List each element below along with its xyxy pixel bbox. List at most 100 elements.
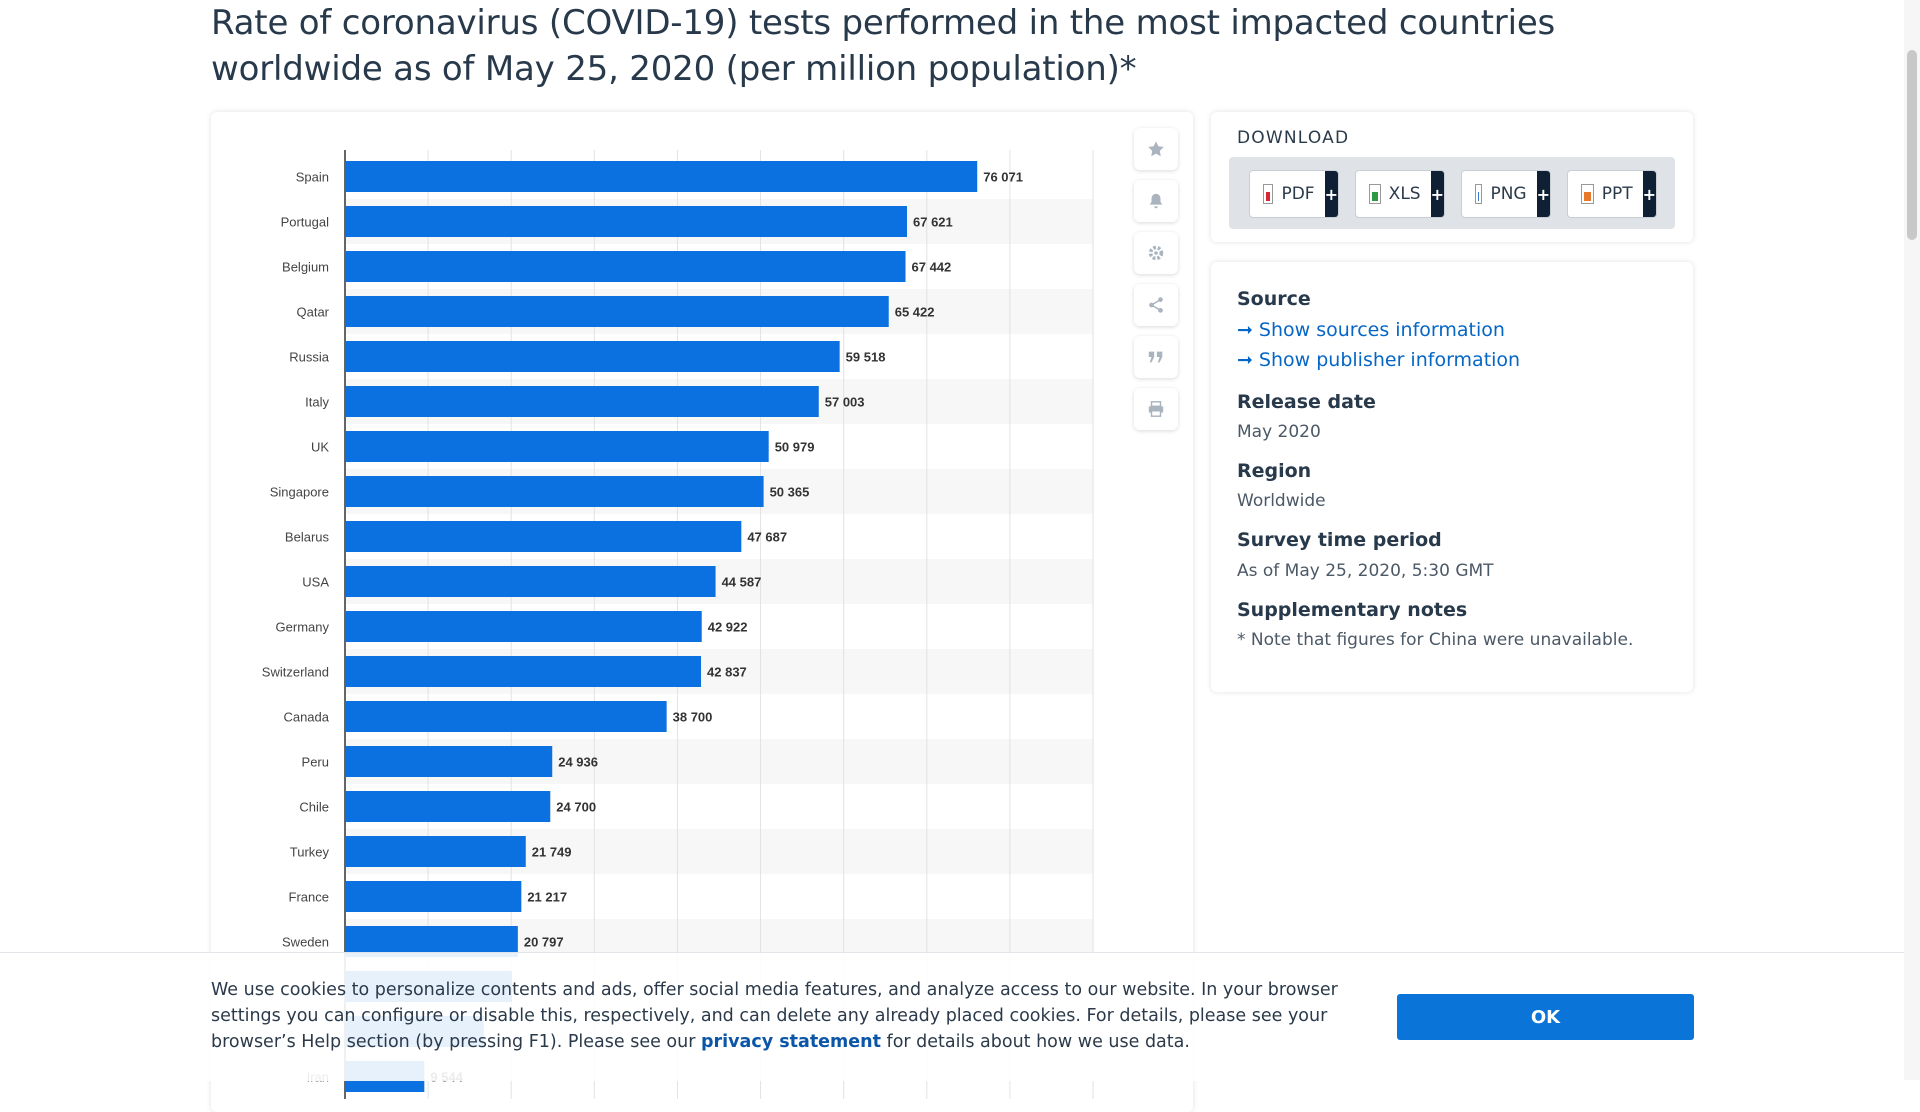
value-label: 65 422 xyxy=(895,305,935,320)
share-button[interactable] xyxy=(1134,284,1178,326)
value-label: 21 749 xyxy=(532,845,572,860)
category-label: France xyxy=(289,890,329,905)
download-ppt-label: PPT xyxy=(1601,184,1633,204)
bar[interactable] xyxy=(345,881,522,912)
value-label: 50 365 xyxy=(770,485,810,500)
download-options: PDF + XLS + PNG + PPT + xyxy=(1229,157,1675,229)
bar[interactable] xyxy=(345,251,906,282)
value-label: 57 003 xyxy=(825,395,865,410)
cite-button[interactable] xyxy=(1134,336,1178,378)
privacy-statement-link[interactable]: privacy statement xyxy=(700,1032,881,1052)
region-value: Worldwide xyxy=(1237,491,1326,511)
release-date-value: May 2020 xyxy=(1237,422,1321,442)
bar[interactable] xyxy=(345,206,908,237)
star-icon xyxy=(1148,141,1164,157)
chart-card: Spain 76 071 Portugal 67 621 Belgium 67 442 Qa… xyxy=(211,112,1193,1112)
category-label: Spain xyxy=(296,170,329,185)
plus-icon: + xyxy=(1642,171,1656,217)
scrollbar[interactable] xyxy=(1904,0,1920,1080)
download-ppt-button[interactable]: PPT + xyxy=(1567,170,1657,218)
notification-button[interactable] xyxy=(1134,180,1178,222)
category-label: Canada xyxy=(283,710,329,725)
cookie-ok-button[interactable]: OK xyxy=(1397,994,1694,1040)
category-label: Peru xyxy=(302,755,329,770)
category-label: Germany xyxy=(276,620,330,635)
ppt-file-icon xyxy=(1581,184,1594,204)
bar[interactable] xyxy=(345,521,742,552)
supplementary-notes-heading: Supplementary notes xyxy=(1237,599,1468,621)
page-title: Rate of coronavirus (COVID-19) tests per… xyxy=(211,3,1556,89)
bar[interactable] xyxy=(345,476,764,507)
cookie-text-before: We use cookies to personalize contents a… xyxy=(211,980,1338,1052)
download-png-label: PNG xyxy=(1490,184,1527,204)
value-label: 38 700 xyxy=(673,710,713,725)
category-label: Russia xyxy=(289,350,330,365)
png-file-icon xyxy=(1475,184,1483,204)
bar[interactable] xyxy=(345,296,889,327)
bar[interactable] xyxy=(345,791,551,822)
settings-button[interactable] xyxy=(1134,232,1178,274)
print-button[interactable] xyxy=(1134,388,1178,430)
bar[interactable] xyxy=(345,926,518,957)
category-label: UK xyxy=(311,440,329,455)
favorite-button[interactable] xyxy=(1134,128,1178,170)
download-title: DOWNLOAD xyxy=(1237,128,1350,148)
value-label: 42 922 xyxy=(708,620,748,635)
bar[interactable] xyxy=(345,161,978,192)
category-label: Sweden xyxy=(282,935,329,950)
bar[interactable] xyxy=(345,746,553,777)
bar[interactable] xyxy=(345,566,716,597)
plus-icon: + xyxy=(1324,171,1338,217)
category-label: Italy xyxy=(305,395,329,410)
pdf-file-icon xyxy=(1263,184,1274,204)
release-date-heading: Release date xyxy=(1237,391,1376,413)
bar[interactable] xyxy=(345,701,667,732)
region-heading: Region xyxy=(1237,460,1312,482)
show-sources-label: Show sources information xyxy=(1258,319,1505,341)
value-label: 50 979 xyxy=(775,440,815,455)
arrow-right-icon: ➞ xyxy=(1237,349,1253,371)
show-sources-link[interactable]: ➞ Show sources information xyxy=(1237,319,1505,341)
download-pdf-label: PDF xyxy=(1281,184,1315,204)
value-label: 44 587 xyxy=(722,575,762,590)
value-label: 20 797 xyxy=(524,935,564,950)
source-heading: Source xyxy=(1237,288,1311,310)
bar[interactable] xyxy=(345,656,702,687)
statistic-details-panel: Source ➞ Show sources information ➞ Show p… xyxy=(1211,262,1693,692)
category-label: Belarus xyxy=(285,530,330,545)
value-label: 42 837 xyxy=(707,665,747,680)
value-label: 59 518 xyxy=(846,350,886,365)
category-label: USA xyxy=(302,575,329,590)
download-panel: DOWNLOAD PDF + XLS + PNG + PPT + xyxy=(1211,112,1693,242)
download-pdf-button[interactable]: PDF + xyxy=(1249,170,1339,218)
bar-chart: Spain 76 071 Portugal 67 621 Belgium 67 442 Qa… xyxy=(262,150,1094,1099)
survey-period-heading: Survey time period xyxy=(1237,529,1442,551)
download-png-button[interactable]: PNG + xyxy=(1461,170,1551,218)
bar[interactable] xyxy=(345,431,769,462)
category-label: Turkey xyxy=(290,845,330,860)
bar[interactable] xyxy=(345,386,819,417)
scrollbar-thumb[interactable] xyxy=(1907,50,1917,240)
supplementary-notes-value: * Note that figures for China were unava… xyxy=(1237,630,1634,650)
value-label: 47 687 xyxy=(747,530,787,545)
category-label: Singapore xyxy=(270,485,329,500)
value-label: 67 621 xyxy=(913,215,953,230)
value-label: 24 700 xyxy=(556,800,596,815)
value-label: 67 442 xyxy=(912,260,952,275)
download-xls-button[interactable]: XLS + xyxy=(1355,170,1445,218)
chart-toolbar xyxy=(1134,128,1180,440)
survey-period-value: As of May 25, 2020, 5:30 GMT xyxy=(1237,561,1494,581)
cookie-text-after: for details about how we use data. xyxy=(880,1032,1190,1052)
bar[interactable] xyxy=(345,611,702,642)
quote-icon xyxy=(1148,351,1163,363)
category-label: Switzerland xyxy=(262,665,329,680)
xls-file-icon xyxy=(1369,184,1381,204)
value-label: 76 071 xyxy=(983,170,1023,185)
category-label: Chile xyxy=(299,800,329,815)
bar[interactable] xyxy=(345,341,840,372)
arrow-right-icon: ➞ xyxy=(1237,319,1253,341)
value-label: 24 936 xyxy=(558,755,598,770)
show-publisher-link[interactable]: ➞ Show publisher information xyxy=(1237,349,1520,371)
plus-icon: + xyxy=(1536,171,1550,217)
bar[interactable] xyxy=(345,836,526,867)
